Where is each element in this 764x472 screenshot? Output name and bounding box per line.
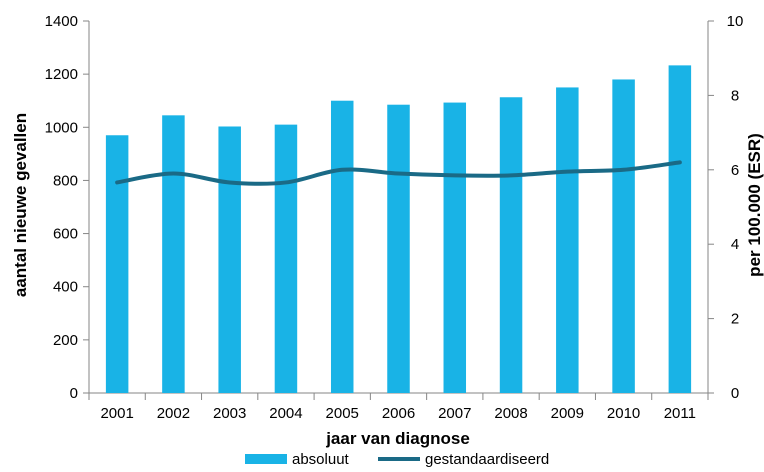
- bar-2010: [612, 79, 635, 394]
- y-tick-label: 1000: [45, 119, 78, 136]
- legend-swatch-absoluut: [245, 454, 287, 464]
- x-tick-label: 2009: [551, 405, 584, 422]
- bar-2009: [556, 87, 579, 394]
- legend: absoluut gestandaardiseerd: [245, 451, 549, 468]
- x-tick-label: 2002: [157, 405, 190, 422]
- bar-2004: [274, 124, 298, 393]
- bar-2006: [387, 104, 410, 393]
- y2-axis-ticks: 0 2 4 6 8 10: [708, 13, 743, 402]
- y-tick-label: 1400: [45, 13, 78, 30]
- y2-tick-label: 4: [731, 236, 739, 253]
- x-tick-label: 2007: [438, 405, 471, 422]
- y-tick-label: 800: [53, 172, 78, 189]
- y-tick-label: 200: [53, 332, 78, 349]
- x-tick-label: 2001: [100, 405, 133, 422]
- y2-tick-label: 2: [731, 311, 739, 328]
- y-tick-label: 600: [53, 226, 78, 243]
- y2-tick-label: 8: [731, 87, 739, 104]
- legend-label-absoluut: absoluut: [292, 451, 350, 468]
- x-tick-label: 2010: [607, 405, 640, 422]
- x-tick-label: 2003: [213, 405, 246, 422]
- y2-axis-title: per 100.000 (ESR): [745, 133, 764, 277]
- legend-label-gestandaardiseerd: gestandaardiseerd: [425, 451, 549, 468]
- y-tick-label: 400: [53, 279, 78, 296]
- x-axis-ticks: 2001 2002 2003 2004 2005 2006 2007 2008 2009 2010…: [88, 393, 709, 422]
- x-tick-label: 2006: [382, 405, 415, 422]
- x-tick-label: 2008: [494, 405, 527, 422]
- bar-2001: [105, 135, 129, 393]
- bar-2011: [668, 65, 692, 394]
- y2-tick-label: 6: [731, 162, 739, 179]
- bar-2002: [162, 115, 185, 393]
- bar-series: [105, 65, 692, 394]
- y-axis-title: aantal nieuwe gevallen: [11, 113, 30, 297]
- x-tick-label: 2011: [664, 405, 696, 422]
- bar-2007: [443, 102, 467, 393]
- y-axis-ticks: 0 200 400 600 800 1000 1200 1400: [45, 13, 89, 402]
- bar-2008: [499, 97, 523, 393]
- line-series: [115, 160, 682, 186]
- bar-2003: [218, 126, 241, 394]
- x-tick-label: 2004: [269, 405, 302, 422]
- x-axis-title: jaar van diagnose: [325, 429, 470, 448]
- x-tick-label: 2005: [326, 405, 359, 422]
- y2-tick-label: 0: [731, 385, 739, 402]
- y2-tick-label: 10: [727, 13, 744, 30]
- bar-2005: [330, 100, 354, 394]
- y-tick-label: 0: [70, 385, 78, 402]
- y-tick-label: 1200: [45, 66, 78, 83]
